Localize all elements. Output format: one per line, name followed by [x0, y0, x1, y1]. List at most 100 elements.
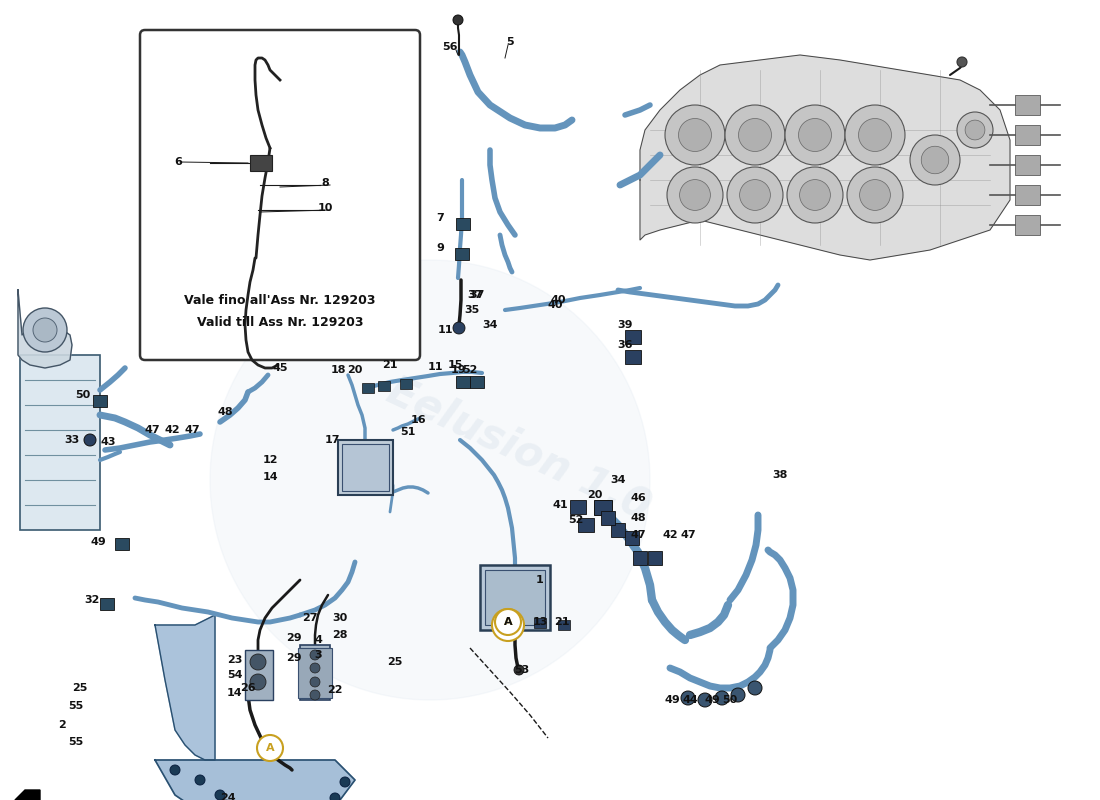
Bar: [250, 155, 272, 171]
Text: 21: 21: [554, 617, 570, 627]
Text: 29: 29: [286, 633, 301, 643]
Text: 28: 28: [332, 630, 348, 640]
Circle shape: [250, 654, 266, 670]
Text: 54: 54: [228, 670, 243, 680]
Bar: [94, 395, 107, 407]
Text: 16: 16: [410, 415, 426, 425]
Bar: [456, 376, 470, 388]
Bar: [245, 650, 273, 700]
Circle shape: [310, 650, 320, 660]
Circle shape: [310, 677, 320, 687]
Polygon shape: [640, 55, 1010, 260]
Text: 47: 47: [680, 530, 696, 540]
Text: 48: 48: [217, 407, 233, 417]
Text: 52: 52: [569, 515, 584, 525]
Circle shape: [739, 180, 770, 210]
Circle shape: [732, 688, 745, 702]
Bar: [601, 511, 615, 525]
Bar: [338, 440, 393, 495]
Bar: [1015, 215, 1040, 235]
Circle shape: [725, 105, 785, 165]
Text: 23: 23: [228, 655, 243, 665]
Text: 49: 49: [90, 537, 106, 547]
Circle shape: [800, 180, 830, 210]
Text: 4: 4: [315, 635, 322, 645]
Text: 9: 9: [436, 243, 444, 253]
Text: 37: 37: [470, 290, 485, 300]
Bar: [594, 500, 612, 515]
Text: 27: 27: [302, 613, 318, 623]
Text: 34: 34: [482, 320, 497, 330]
Circle shape: [799, 118, 832, 151]
Bar: [362, 383, 374, 393]
Text: 33: 33: [65, 435, 79, 445]
Bar: [100, 598, 114, 610]
Bar: [625, 531, 639, 545]
Text: 55: 55: [68, 701, 84, 711]
Text: 8: 8: [321, 178, 329, 188]
Bar: [300, 645, 330, 700]
Text: 41: 41: [552, 500, 568, 510]
Text: 51: 51: [400, 427, 416, 437]
Circle shape: [195, 775, 205, 785]
Circle shape: [666, 105, 725, 165]
Text: 47: 47: [144, 425, 159, 435]
Bar: [1015, 185, 1040, 205]
Text: 14: 14: [228, 688, 243, 698]
Circle shape: [859, 180, 890, 210]
Text: 49: 49: [704, 695, 719, 705]
Text: 11: 11: [438, 325, 453, 335]
Circle shape: [715, 691, 729, 705]
Bar: [298, 648, 332, 698]
Bar: [625, 350, 641, 364]
Bar: [610, 523, 625, 537]
Bar: [485, 570, 544, 625]
Text: 40: 40: [550, 295, 565, 305]
Text: 6: 6: [174, 157, 182, 167]
Text: 47: 47: [184, 425, 200, 435]
Circle shape: [922, 146, 948, 174]
Bar: [342, 444, 389, 491]
Text: 49: 49: [664, 695, 680, 705]
Text: 12: 12: [262, 455, 277, 465]
Bar: [1015, 95, 1040, 115]
Text: 48: 48: [630, 513, 646, 523]
Circle shape: [257, 735, 283, 761]
Text: 7: 7: [436, 213, 444, 223]
Circle shape: [667, 167, 723, 223]
Text: 42: 42: [164, 425, 179, 435]
Text: 13: 13: [532, 617, 548, 627]
Text: 18: 18: [330, 365, 345, 375]
Text: 21: 21: [383, 360, 398, 370]
Text: Vale fino all'Ass Nr. 129203: Vale fino all'Ass Nr. 129203: [185, 294, 376, 306]
Text: 1: 1: [536, 575, 543, 585]
Text: A: A: [266, 743, 274, 753]
Bar: [116, 538, 129, 550]
Text: 19: 19: [450, 365, 465, 375]
Text: A: A: [504, 617, 513, 627]
Text: 55: 55: [68, 737, 84, 747]
Text: 2: 2: [58, 720, 66, 730]
Text: 11: 11: [427, 362, 442, 372]
Text: 47: 47: [630, 530, 646, 540]
Text: 14: 14: [262, 472, 278, 482]
Text: 45: 45: [273, 363, 288, 373]
Circle shape: [514, 665, 524, 675]
Circle shape: [680, 180, 711, 210]
Circle shape: [965, 120, 985, 140]
Circle shape: [170, 765, 180, 775]
Circle shape: [310, 663, 320, 673]
Bar: [534, 618, 546, 628]
Circle shape: [23, 308, 67, 352]
Text: 44: 44: [682, 695, 697, 705]
Text: 29: 29: [286, 653, 301, 663]
Polygon shape: [18, 290, 72, 368]
Bar: [625, 330, 641, 344]
Circle shape: [453, 322, 465, 334]
Circle shape: [847, 167, 903, 223]
Text: 39: 39: [617, 320, 632, 330]
Polygon shape: [15, 790, 40, 800]
Text: 53: 53: [515, 665, 529, 675]
Bar: [1015, 155, 1040, 175]
Circle shape: [340, 777, 350, 787]
